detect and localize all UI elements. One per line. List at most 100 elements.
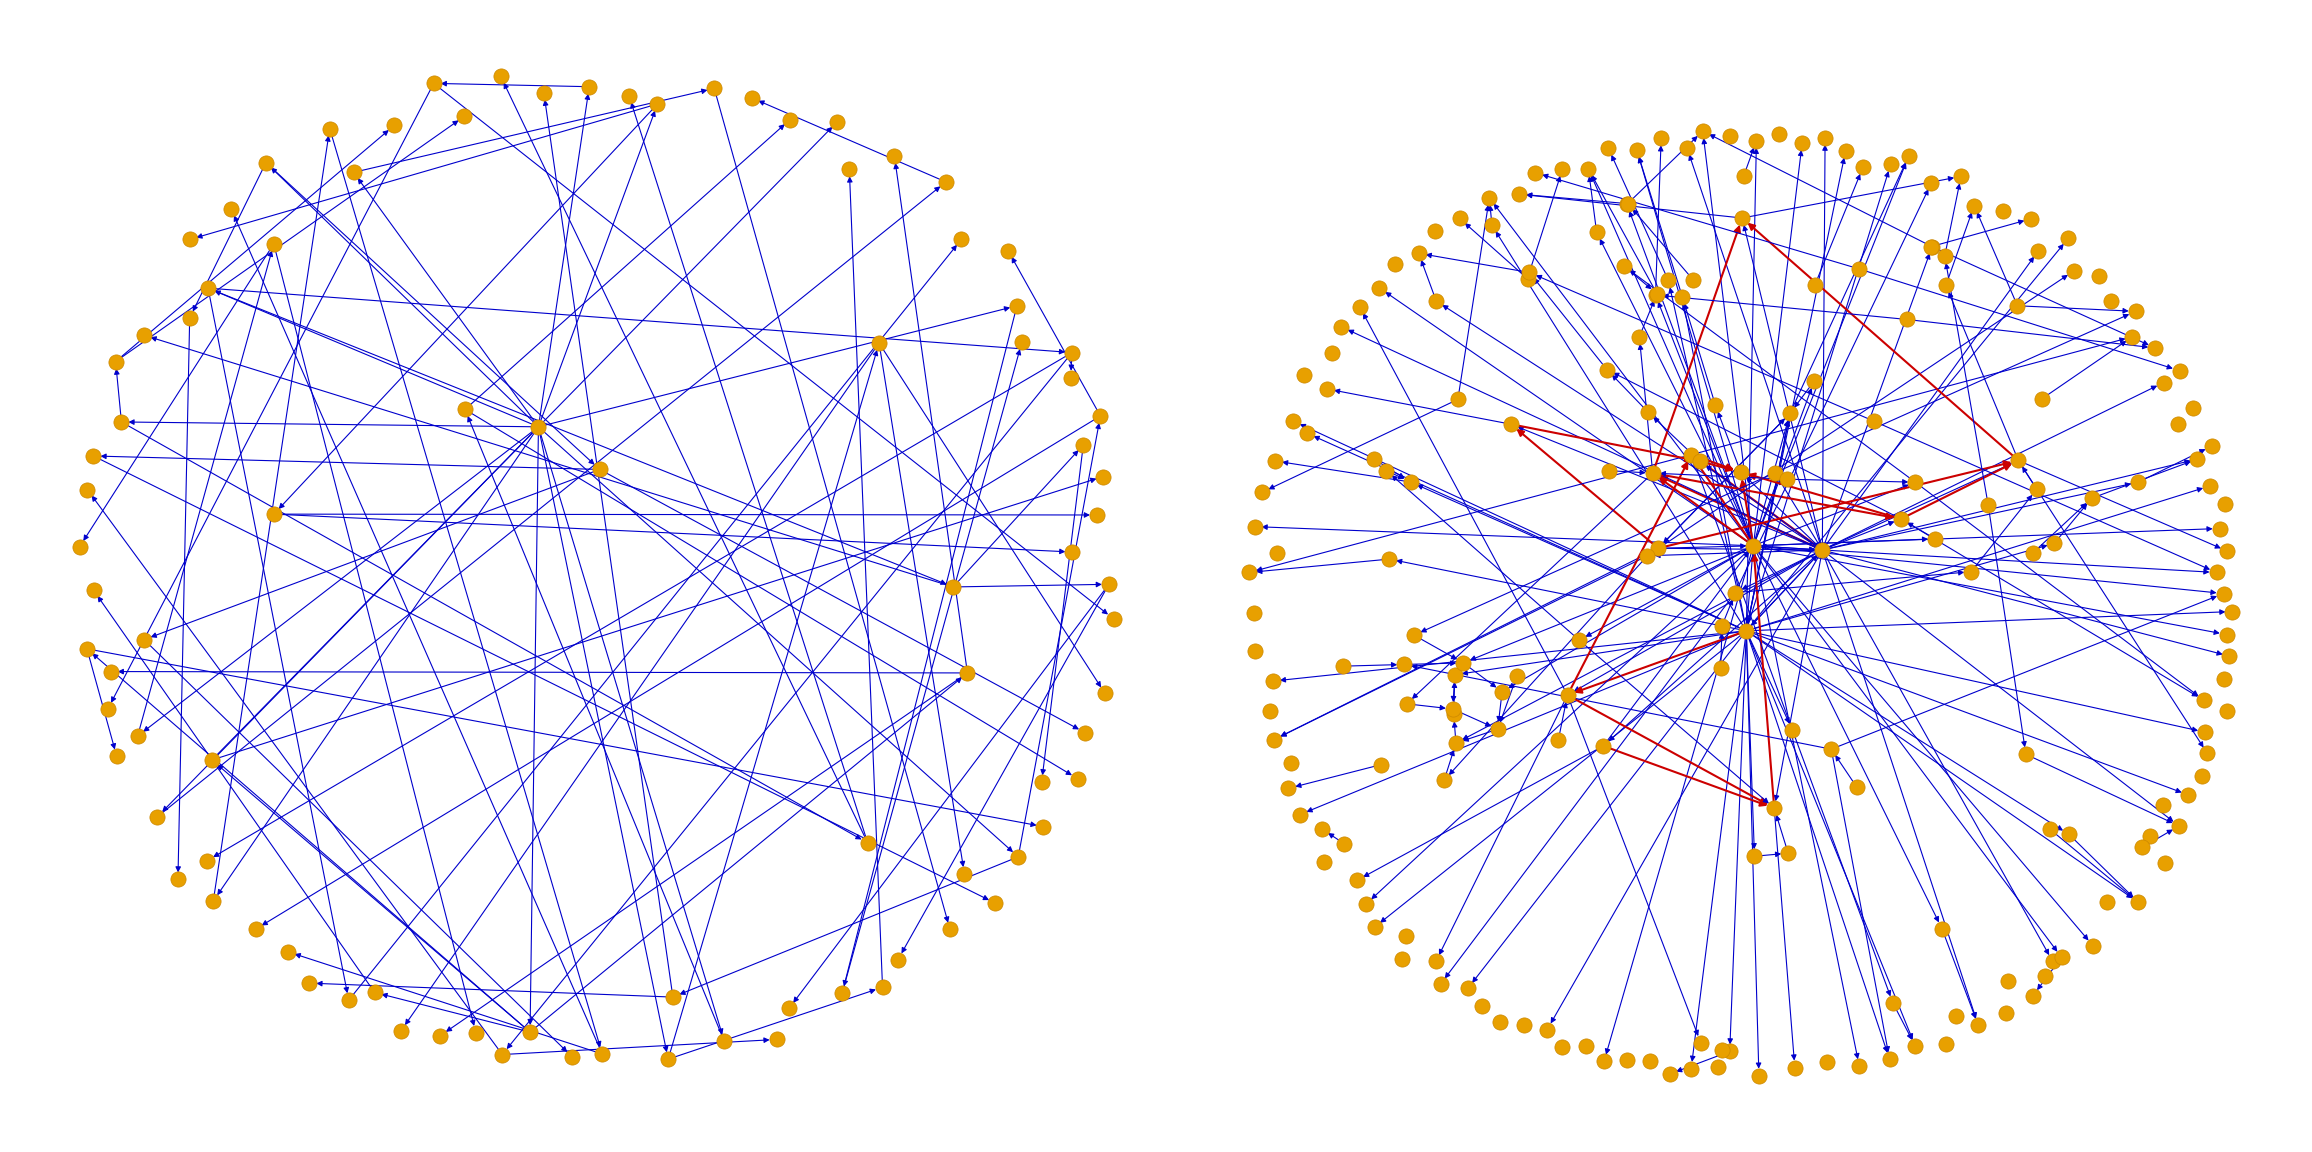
Point	[381, 1022, 418, 1040]
Point	[1722, 463, 1759, 482]
Point	[2208, 626, 2245, 644]
Point	[2159, 415, 2196, 433]
Point	[1937, 1007, 1974, 1025]
Point	[2120, 473, 2157, 492]
Point	[1325, 657, 1362, 675]
Point	[1942, 167, 1979, 185]
Point	[2206, 584, 2243, 602]
Point	[104, 412, 141, 431]
Point	[1988, 1003, 2025, 1022]
Point	[120, 727, 157, 745]
Point	[1826, 142, 1863, 160]
Point	[2000, 452, 2037, 470]
Point	[1054, 543, 1091, 561]
Point	[2171, 786, 2208, 804]
Point	[1568, 1037, 1605, 1055]
Point	[1630, 546, 1667, 564]
Point	[1609, 195, 1646, 213]
Point	[1699, 1058, 1736, 1076]
Point	[943, 230, 980, 249]
Point	[1618, 141, 1655, 159]
Point	[758, 1030, 795, 1048]
Point	[1376, 255, 1413, 273]
Point	[1591, 462, 1628, 480]
Point	[1697, 396, 1734, 415]
Point	[1630, 1052, 1667, 1070]
Point	[2037, 535, 2074, 553]
Point	[238, 920, 275, 939]
Point	[1591, 139, 1628, 158]
Point	[1396, 626, 1433, 644]
Point	[1362, 279, 1399, 297]
Point	[1970, 495, 2007, 514]
Point	[2185, 691, 2222, 710]
Point	[1387, 695, 1424, 713]
Point	[1928, 276, 1965, 295]
Point	[1771, 404, 1808, 423]
Point	[1427, 771, 1463, 789]
Point	[696, 79, 733, 98]
Point	[1891, 147, 1928, 166]
Point	[2120, 893, 2157, 911]
Point	[1272, 755, 1309, 773]
Point	[1480, 720, 1517, 738]
Point	[2162, 362, 2199, 380]
Point	[1269, 779, 1306, 797]
Point	[1091, 575, 1128, 593]
Point	[1808, 1053, 1845, 1071]
Point	[1914, 237, 1951, 256]
Point	[1052, 369, 1089, 387]
Point	[1237, 517, 1274, 536]
Point	[1087, 684, 1124, 703]
Point	[2023, 389, 2060, 408]
Point	[2007, 745, 2044, 764]
Point	[1588, 361, 1625, 379]
Point	[1711, 127, 1748, 145]
Point	[1237, 642, 1274, 660]
Point	[860, 334, 897, 353]
Point	[1482, 1013, 1519, 1031]
Point	[1230, 563, 1267, 582]
Point	[2014, 544, 2051, 562]
Point	[1889, 310, 1926, 328]
Point	[1873, 156, 1910, 174]
Point	[1251, 702, 1288, 720]
Point	[2044, 948, 2081, 967]
Point	[1401, 244, 1438, 263]
Point	[580, 460, 617, 478]
Point	[1436, 705, 1473, 723]
Point	[90, 699, 127, 718]
Point	[2074, 488, 2111, 507]
Point	[69, 480, 106, 499]
Point	[2206, 494, 2243, 513]
Point	[1725, 167, 1762, 185]
Point	[2178, 449, 2215, 468]
Point	[291, 973, 328, 992]
Point	[2051, 229, 2088, 248]
Point	[1383, 949, 1420, 968]
Point	[2210, 647, 2247, 666]
Point	[1281, 805, 1318, 824]
Point	[60, 538, 97, 556]
Point	[1796, 275, 1833, 294]
Point	[1674, 446, 1711, 464]
Point	[1665, 287, 1702, 305]
Point	[2055, 262, 2092, 280]
Point	[1912, 174, 1949, 192]
Point	[1718, 583, 1755, 601]
Point	[160, 870, 197, 888]
Point	[1896, 473, 1933, 492]
Point	[2189, 744, 2226, 763]
Point	[1387, 926, 1424, 945]
Point	[2051, 825, 2088, 843]
Point	[1313, 343, 1350, 362]
Point	[830, 160, 867, 179]
Point	[1544, 1038, 1581, 1056]
Point	[2122, 839, 2159, 857]
Point	[1473, 217, 1510, 235]
Point	[1369, 461, 1406, 479]
Point	[654, 988, 691, 1007]
Point	[1540, 730, 1577, 749]
Point	[946, 865, 983, 884]
Point	[638, 94, 675, 113]
